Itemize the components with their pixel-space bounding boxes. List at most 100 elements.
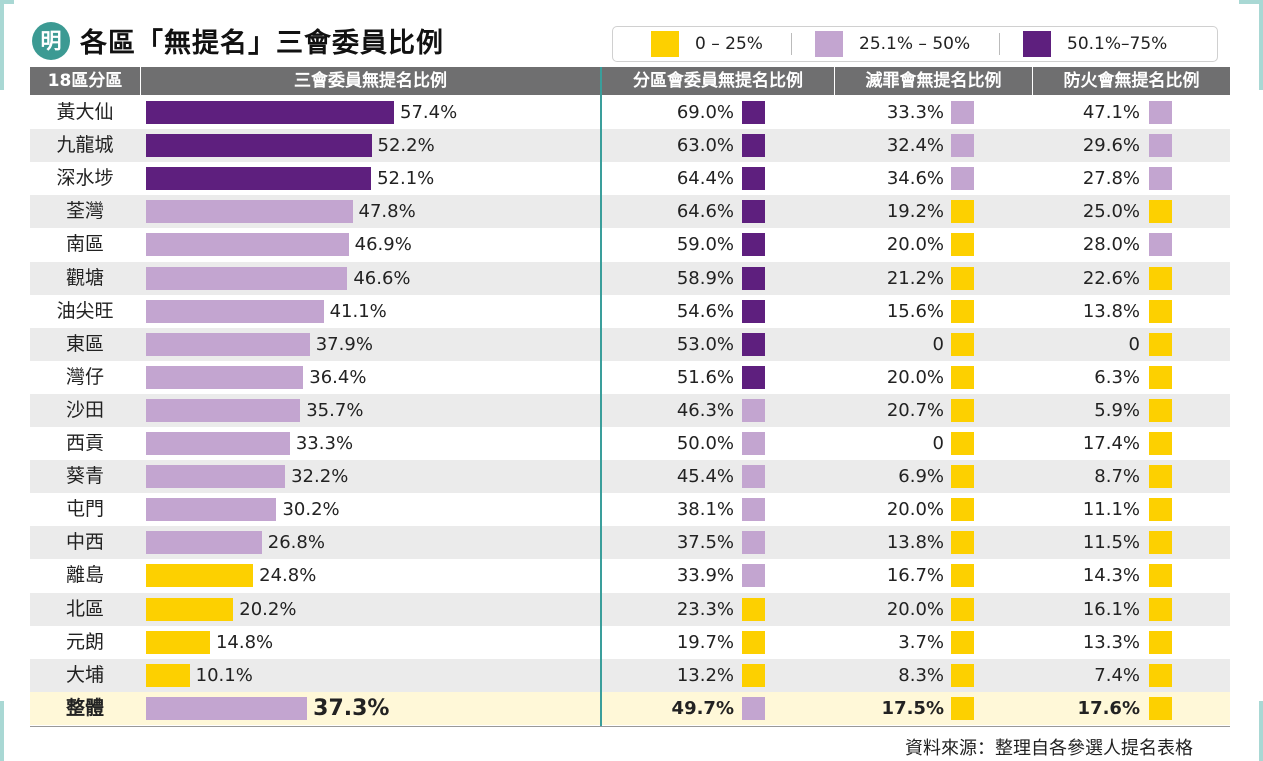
three-councils-bar (146, 696, 308, 720)
area-committee-value: 13.2% (676, 664, 734, 686)
area-committee-swatch (742, 597, 765, 621)
fire-safety-value: 14.3% (1082, 565, 1140, 587)
area-committee-swatch (742, 365, 765, 389)
area-committee-value: 33.9% (676, 565, 734, 587)
fight-crime-swatch (951, 663, 974, 687)
fire-safety-swatch (1149, 663, 1172, 687)
district-name: 觀塘 (65, 266, 104, 289)
area-committee-value: 50.0% (676, 433, 734, 454)
three-councils-value: 36.4% (309, 366, 367, 388)
fight-crime-value: 17.5% (881, 697, 944, 719)
column-header-fire-safety: 防火會無提名比例 (1063, 71, 1200, 91)
district-name: 南區 (65, 233, 104, 256)
three-councils-value: 26.8% (267, 532, 325, 554)
ming-pao-logo: 明 (32, 22, 70, 60)
fight-crime-swatch (951, 167, 974, 191)
area-committee-value: 63.0% (676, 135, 734, 157)
three-councils-value: 41.1% (329, 300, 387, 322)
fight-crime-swatch (951, 465, 974, 489)
fire-safety-swatch (1149, 332, 1172, 356)
fire-safety-swatch (1149, 167, 1172, 191)
area-committee-value: 46.3% (676, 399, 734, 421)
three-councils-value: 35.7% (306, 399, 364, 421)
three-councils-value: 20.2% (239, 598, 297, 620)
legend-swatch-low (651, 31, 679, 57)
fire-safety-value: 6.3% (1094, 366, 1140, 388)
fight-crime-swatch (951, 498, 974, 522)
three-councils-value: 24.8% (259, 565, 317, 587)
district-name: 離島 (65, 564, 104, 587)
fight-crime-value: 20.7% (886, 399, 944, 421)
header-divider (140, 67, 141, 95)
fire-safety-value: 11.1% (1082, 499, 1140, 521)
three-councils-bar (146, 266, 348, 290)
area-committee-swatch (742, 498, 765, 522)
fight-crime-value: 20.0% (886, 234, 944, 256)
fire-safety-swatch (1149, 531, 1172, 555)
fight-crime-swatch (951, 597, 974, 621)
area-committee-swatch (742, 531, 765, 555)
district-name: 荃灣 (65, 200, 104, 223)
area-committee-swatch (742, 696, 765, 720)
district-name: 葵青 (65, 465, 104, 488)
area-committee-swatch (742, 663, 765, 687)
three-councils-bar (146, 597, 234, 621)
area-committee-value: 54.6% (676, 300, 734, 322)
fire-safety-swatch (1149, 299, 1172, 323)
district-name: 九龍城 (56, 134, 114, 157)
fire-safety-value: 29.6% (1082, 135, 1140, 157)
fire-safety-swatch (1149, 266, 1172, 290)
three-councils-value: 30.2% (282, 499, 340, 521)
three-councils-bar (146, 365, 304, 389)
three-councils-bar (146, 498, 277, 522)
chart-title: 各區「無提名」三會委員比例 (80, 28, 444, 59)
fight-crime-value: 20.0% (886, 598, 944, 620)
district-name: 深水埗 (56, 167, 114, 190)
area-committee-swatch (742, 432, 765, 455)
row-background (30, 625, 1230, 659)
fight-crime-swatch (951, 531, 974, 555)
area-committee-swatch (742, 266, 765, 290)
three-councils-value: 47.8% (358, 201, 416, 223)
three-councils-value: 10.1% (195, 664, 253, 686)
fight-crime-swatch (951, 630, 974, 654)
fight-crime-value: 3.7% (898, 631, 944, 653)
fire-safety-value: 0 (1128, 333, 1140, 355)
table-bottom-rule (30, 726, 1230, 727)
district-name: 大埔 (65, 663, 104, 686)
legend-swatch-mid (815, 31, 843, 57)
three-councils-value: 52.2% (377, 135, 435, 157)
legend-divider (791, 33, 792, 55)
fight-crime-value: 19.2% (886, 201, 944, 223)
area-committee-value: 49.7% (671, 697, 734, 719)
three-councils-value: 46.6% (353, 267, 411, 289)
fight-crime-value: 20.0% (886, 366, 944, 388)
area-committee-value: 64.6% (676, 201, 734, 223)
fight-crime-value: 21.2% (886, 267, 944, 289)
area-committee-value: 23.3% (676, 598, 734, 620)
district-name: 東區 (65, 332, 104, 355)
fight-crime-value: 32.4% (886, 135, 944, 157)
area-committee-value: 45.4% (676, 466, 734, 488)
three-councils-value: 57.4% (400, 102, 458, 123)
area-committee-value: 69.0% (676, 102, 734, 123)
source-note: 資料來源：整理自各參選人提名表格 (905, 738, 1193, 759)
district-name: 灣仔 (65, 365, 104, 388)
fire-safety-swatch (1149, 597, 1172, 621)
fight-crime-value: 0 (932, 433, 944, 454)
area-committee-swatch (742, 332, 765, 356)
district-name: 中西 (65, 531, 104, 554)
fire-safety-swatch (1149, 101, 1172, 124)
area-committee-value: 59.0% (676, 234, 734, 256)
fire-safety-value: 13.3% (1082, 631, 1140, 653)
district-name: 北區 (65, 597, 104, 620)
three-councils-bar (146, 630, 210, 654)
fire-safety-swatch (1149, 134, 1172, 158)
fight-crime-swatch (951, 332, 974, 356)
area-committee-value: 38.1% (676, 499, 734, 521)
fight-crime-value: 33.3% (886, 102, 944, 123)
three-councils-value: 46.9% (354, 234, 412, 256)
fight-crime-value: 15.6% (886, 300, 944, 322)
fire-safety-value: 17.6% (1077, 697, 1140, 719)
header-divider (1032, 67, 1033, 95)
